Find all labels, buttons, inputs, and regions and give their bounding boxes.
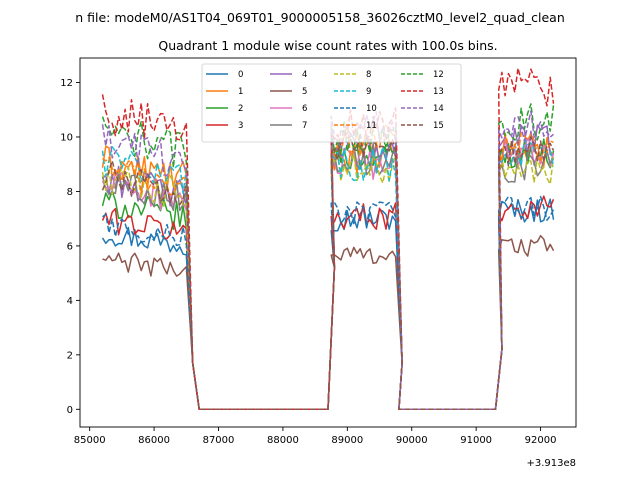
legend-label-13: 13 bbox=[433, 87, 444, 97]
legend-label-0: 0 bbox=[238, 70, 243, 80]
plot-frame bbox=[79, 57, 577, 428]
y-tick-label: 10 bbox=[60, 132, 73, 143]
legend-label-7: 7 bbox=[302, 121, 307, 131]
y-tick-label: 8 bbox=[67, 187, 73, 198]
chart-title: Quadrant 1 module wise count rates with … bbox=[158, 38, 497, 53]
legend-label-8: 8 bbox=[366, 70, 371, 80]
y-tick-label: 12 bbox=[60, 78, 73, 89]
x-tick-label: 88000 bbox=[267, 435, 299, 446]
legend-label-9: 9 bbox=[366, 87, 371, 97]
series-line-5 bbox=[102, 234, 555, 411]
y-tick-label: 6 bbox=[67, 241, 73, 252]
legend-label-6: 6 bbox=[302, 104, 307, 114]
x-tick-label: 85000 bbox=[74, 435, 106, 446]
x-tick-label: 90000 bbox=[396, 435, 428, 446]
series-layer bbox=[101, 67, 555, 411]
y-tick-label: 4 bbox=[67, 296, 73, 307]
legend-label-11: 11 bbox=[366, 121, 377, 131]
series-line-9 bbox=[101, 138, 555, 411]
series-line-8 bbox=[101, 153, 555, 411]
series-line-12 bbox=[101, 103, 555, 411]
x-tick-label: 89000 bbox=[331, 435, 363, 446]
series-line-10 bbox=[102, 195, 555, 411]
legend-label-10: 10 bbox=[366, 104, 377, 114]
legend-label-1: 1 bbox=[238, 87, 243, 97]
series-line-11 bbox=[102, 124, 554, 411]
legend-label-5: 5 bbox=[302, 87, 307, 97]
legend-label-14: 14 bbox=[433, 104, 444, 114]
x-tick-label: 92000 bbox=[525, 435, 557, 446]
x-tick-label: 86000 bbox=[138, 435, 170, 446]
legend-label-15: 15 bbox=[433, 121, 444, 131]
x-axis-offset-label: +3.913e8 bbox=[526, 458, 576, 469]
x-axis: 85000 86000 87000 88000 89000 90000 91000 92000 bbox=[74, 427, 557, 446]
legend-label-3: 3 bbox=[238, 121, 243, 131]
series-line-13 bbox=[101, 67, 555, 411]
legend-label-4: 4 bbox=[302, 70, 307, 80]
y-tick-label: 2 bbox=[67, 350, 73, 361]
y-axis: 0 2 4 6 8 10 12 bbox=[60, 78, 80, 416]
legend-label-12: 12 bbox=[433, 70, 444, 80]
figure-suptitle: n file: modeM0/AS1T04_069T01_9000005158_… bbox=[75, 10, 565, 25]
legend-frame bbox=[201, 63, 462, 143]
x-tick-label: 87000 bbox=[203, 435, 235, 446]
y-tick-label: 0 bbox=[67, 405, 73, 416]
legend-label-2: 2 bbox=[238, 104, 243, 114]
x-tick-label: 91000 bbox=[460, 435, 492, 446]
